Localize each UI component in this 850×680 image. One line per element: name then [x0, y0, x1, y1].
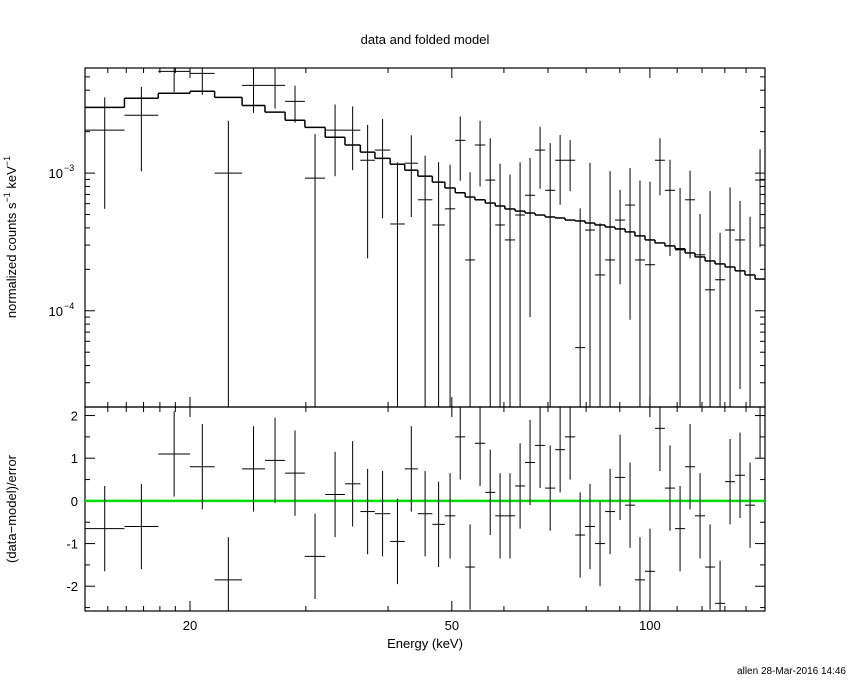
y-tick-label-exponent: −3	[64, 163, 74, 173]
chart-title: data and folded model	[361, 32, 490, 47]
x-axis-label: Energy (keV)	[387, 636, 463, 651]
y-axis-label-part: keV	[4, 166, 19, 192]
y-axis-label-part: −1	[2, 192, 12, 202]
y-tick-label: -2	[66, 579, 78, 594]
y-tick-label: 1	[71, 451, 78, 466]
y-tick-label: 10	[49, 304, 63, 319]
x-tick-label: 20	[183, 618, 197, 633]
x-tick-label: 100	[639, 618, 661, 633]
footer: allen 28-Mar-2016 14:46	[737, 666, 846, 677]
y-axis-label-part: −1	[2, 156, 12, 166]
plot-frame	[84, 406, 766, 612]
y-tick-label: 0	[71, 494, 78, 509]
y-tick-label-base: 10	[49, 166, 63, 181]
y-tick-label: 2	[71, 409, 78, 424]
y-tick-label: 10	[49, 166, 63, 181]
y-axis-label: normalized counts s−1 keV−1	[2, 156, 19, 318]
plot-area	[85, 68, 765, 407]
y-tick-label: -1	[66, 537, 78, 552]
y-axis-label: (data−model)/error	[4, 454, 19, 563]
x-tick-label: 50	[445, 618, 459, 633]
y-tick-label-exponent: −4	[64, 301, 74, 311]
y-axis-label-part: normalized counts s	[4, 202, 19, 318]
y-tick-label-base: 10	[49, 304, 63, 319]
plot-area	[85, 407, 765, 611]
